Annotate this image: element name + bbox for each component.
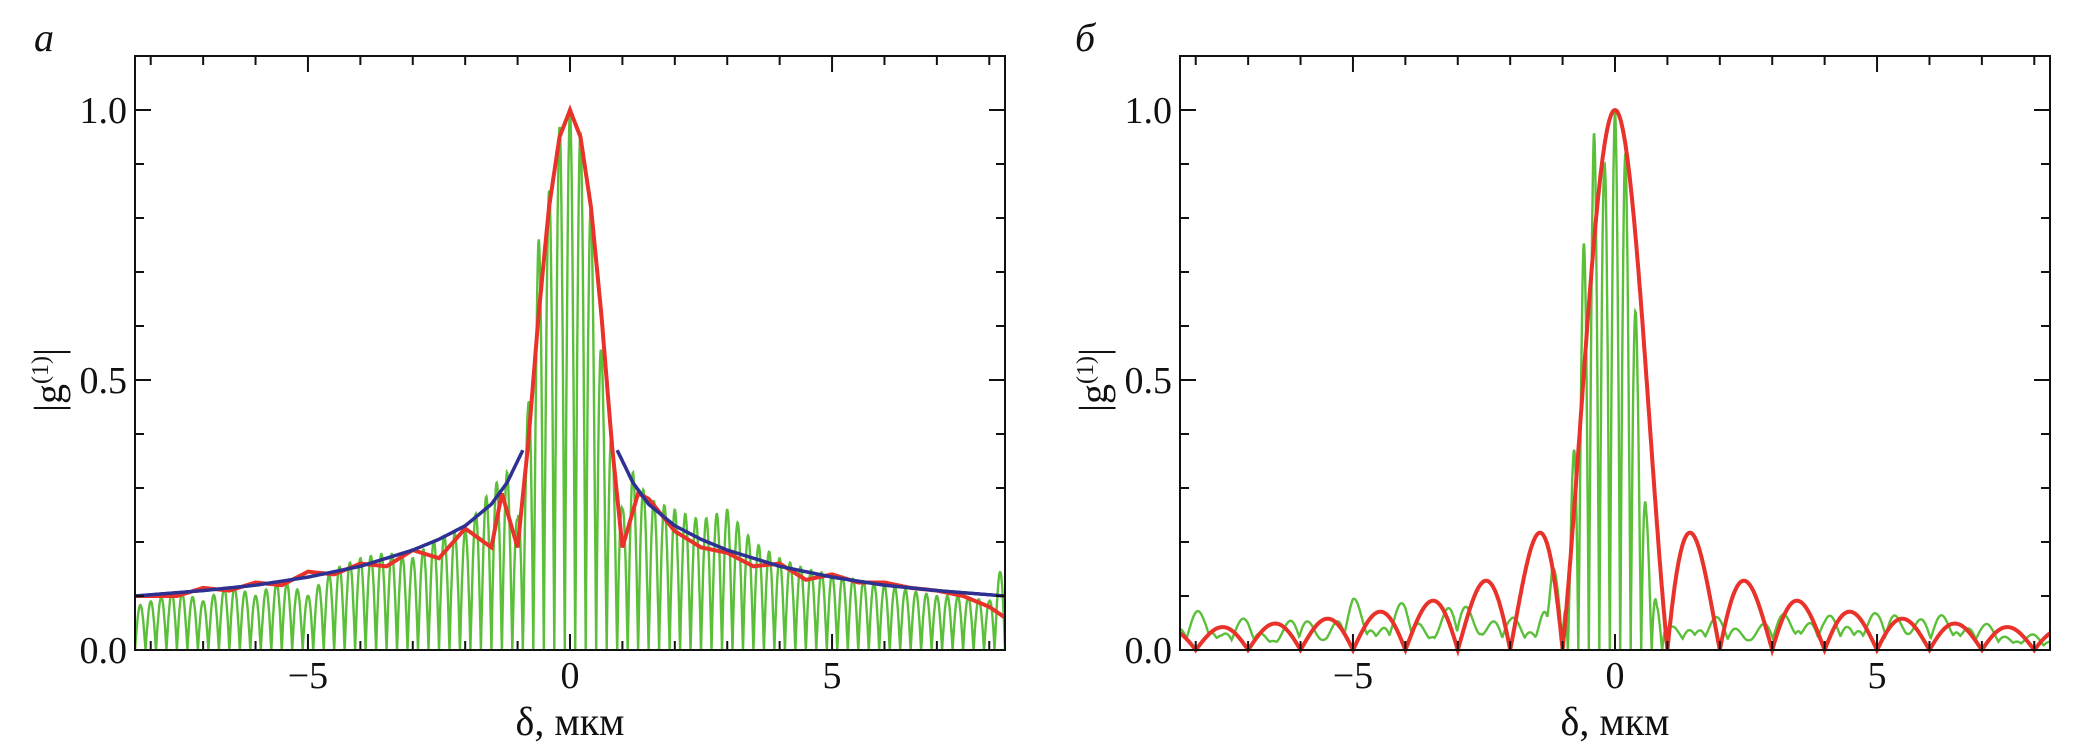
x-tick-label: 0 [561,655,580,697]
x-tick-label: 5 [1868,655,1887,697]
series-line-red [135,104,1007,620]
chart-svg-a: −5 0 5 0.0 0.5 1.0 δ, мкм |g(1)| [26,55,1007,744]
y-tick-label: 0.5 [1125,360,1173,402]
panel-letter: б [1075,15,1096,60]
series-line-green [1179,109,2050,651]
y-tick-label: 0.5 [80,360,128,402]
series-line-green [133,109,1007,651]
series-line-blue [615,449,1006,598]
x-tick-label: 0 [1606,655,1625,697]
y-tick-label: 0.0 [80,630,128,672]
x-tick-label: −5 [288,655,328,697]
x-tick-label: −5 [1333,655,1373,697]
panel-letter: а [34,15,54,60]
y-axis-title: |g(1)| [1071,348,1116,412]
y-axis-title: |g(1)| [26,348,71,412]
chart-panel-b: б −5 0 5 0.0 0.5 1.0 δ, мкм |g(1)| [1045,0,2090,744]
y-tick-label: 0.0 [1125,630,1173,672]
series-line-red [1178,107,2052,657]
x-tick-label: 5 [823,655,842,697]
y-tick-label: 1.0 [1125,90,1173,132]
chart-svg-b: −5 0 5 0.0 0.5 1.0 δ, мкм |g(1)| [1071,55,2052,744]
y-tick-label: 1.0 [80,90,128,132]
x-axis-title: δ, мкм [516,699,625,744]
chart-panel-a: а −5 0 5 0.0 0.5 1.0 δ, мкм |g(1)| [0,0,1045,744]
series-line-blue [134,449,525,598]
x-axis-title: δ, мкм [1561,699,1670,744]
